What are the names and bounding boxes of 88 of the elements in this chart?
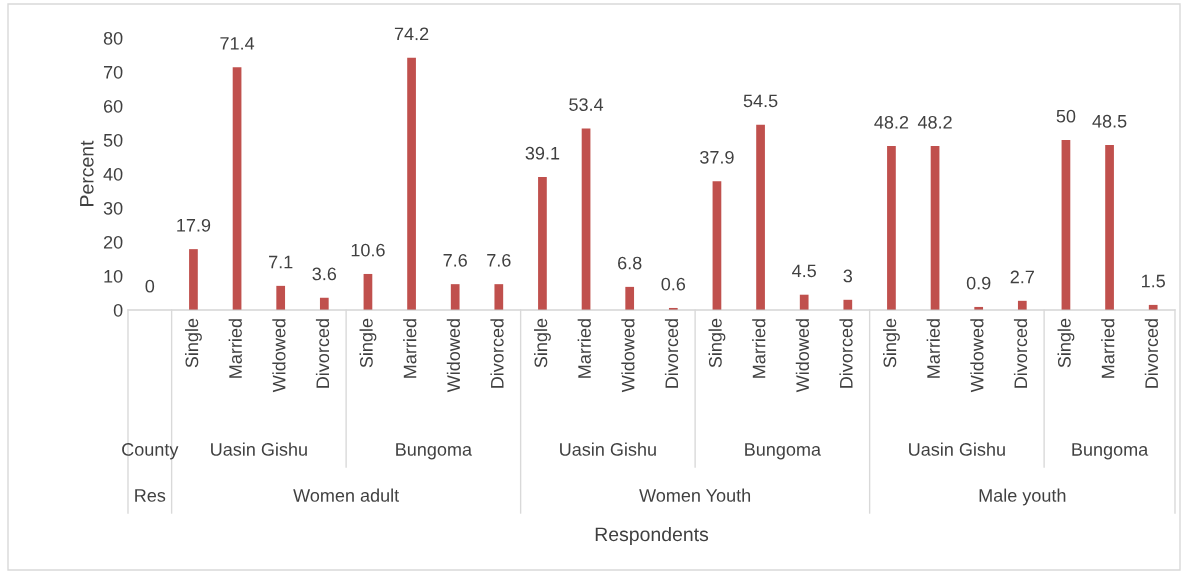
x-tick-label: Married	[403, 319, 417, 378]
data-label: 7.1	[269, 255, 293, 269]
data-label: 3	[843, 269, 853, 283]
x-tick-label: Single	[883, 318, 900, 368]
y-tick-label: 10	[104, 269, 123, 283]
bar	[1017, 300, 1027, 310]
text: Bungoma	[1072, 443, 1149, 460]
x-tick-label: Widowed	[795, 319, 810, 393]
text: Bungoma	[396, 443, 473, 460]
x-tick-label: Divorced	[839, 319, 853, 388]
bar	[581, 128, 591, 310]
data-label: 17.9	[177, 218, 211, 232]
bar	[625, 286, 635, 310]
data-label: 10.6	[351, 243, 385, 257]
bar	[1061, 140, 1071, 310]
text: Bungoma	[745, 443, 822, 460]
y-tick-label: 0	[113, 303, 123, 317]
y-axis-title: Percent	[80, 140, 94, 206]
data-label: 74.2	[394, 27, 429, 41]
x-tick-label: Single	[708, 318, 726, 368]
bar	[712, 181, 722, 310]
y-tick-label: 50	[103, 133, 123, 147]
bar	[930, 146, 940, 310]
data-label: 4.5	[792, 264, 816, 278]
x-tick-label: Divorced	[490, 319, 504, 388]
text: Women Youth	[639, 488, 751, 502]
data-label: 39.1	[525, 146, 560, 160]
data-label: 3.6	[312, 267, 337, 281]
x-tick-label: Widowed	[970, 319, 984, 393]
x-tick-label: Married	[228, 319, 242, 378]
x-tick-label: Widowed	[621, 319, 635, 393]
data-label: 0.9	[966, 276, 991, 290]
bar	[232, 67, 242, 310]
data-label: 48.2	[874, 115, 909, 129]
bar	[843, 299, 853, 310]
data-label: 37.9	[700, 150, 734, 164]
x-tick-label: Divorced	[1013, 319, 1028, 388]
data-label: 53.4	[569, 98, 604, 111]
x-tick-label: Married	[926, 319, 940, 378]
text: Res	[135, 489, 166, 502]
x-tick-label: Married	[577, 319, 591, 378]
x-tick-label: Married	[752, 319, 766, 378]
x-tick-label: Single	[1057, 318, 1075, 368]
x-tick-label: Married	[1101, 319, 1115, 378]
text: Male youth	[979, 488, 1066, 506]
data-label: 48.5	[1092, 114, 1127, 128]
text: Respondents	[595, 526, 709, 546]
data-label: 71.4	[220, 37, 255, 50]
data-label: 54.5	[743, 94, 778, 108]
data-label: 1.5	[1142, 274, 1165, 288]
bar	[319, 297, 329, 310]
data-label: 7.6	[487, 253, 511, 267]
x-tick-label: Single	[534, 318, 551, 368]
bar	[407, 57, 416, 310]
y-tick-label: 40	[103, 167, 123, 181]
text: Uasin Gishu	[909, 442, 1005, 456]
bar	[1105, 145, 1114, 310]
y-tick-label: 60	[103, 99, 123, 113]
bar	[538, 177, 547, 310]
x-tick-label: Divorced	[315, 319, 330, 388]
x-tick-label: Divorced	[664, 319, 679, 388]
text: Uasin Gishu	[211, 442, 307, 456]
y-tick-label: 80	[103, 31, 123, 45]
data-label: 2.7	[1010, 270, 1034, 284]
data-label: 50	[1056, 109, 1076, 123]
data-label: 0	[145, 279, 155, 293]
x-tick-label: Single	[359, 318, 377, 368]
bar	[756, 124, 765, 310]
text: Uasin Gishu	[560, 442, 656, 456]
x-tick-label: Widowed	[446, 319, 461, 393]
y-tick-label: 30	[103, 201, 123, 215]
text: Women adult	[293, 488, 400, 502]
x-tick-label: Single	[185, 318, 202, 368]
y-tick-label: 20	[103, 235, 123, 249]
bar	[276, 285, 286, 310]
data-label: 48.2	[917, 115, 952, 129]
y-tick-label: 70	[103, 65, 123, 79]
data-label: 7.6	[443, 253, 467, 267]
bar	[189, 249, 198, 310]
bar	[450, 284, 460, 310]
bar	[887, 146, 896, 310]
bar	[799, 294, 809, 310]
x-tick-label: Divorced	[1144, 319, 1159, 388]
x-tick-label: Widowed	[272, 319, 286, 393]
data-label: 6.8	[618, 256, 642, 270]
bar	[494, 284, 504, 310]
text: County	[122, 443, 179, 460]
data-label: 0.6	[661, 277, 686, 291]
